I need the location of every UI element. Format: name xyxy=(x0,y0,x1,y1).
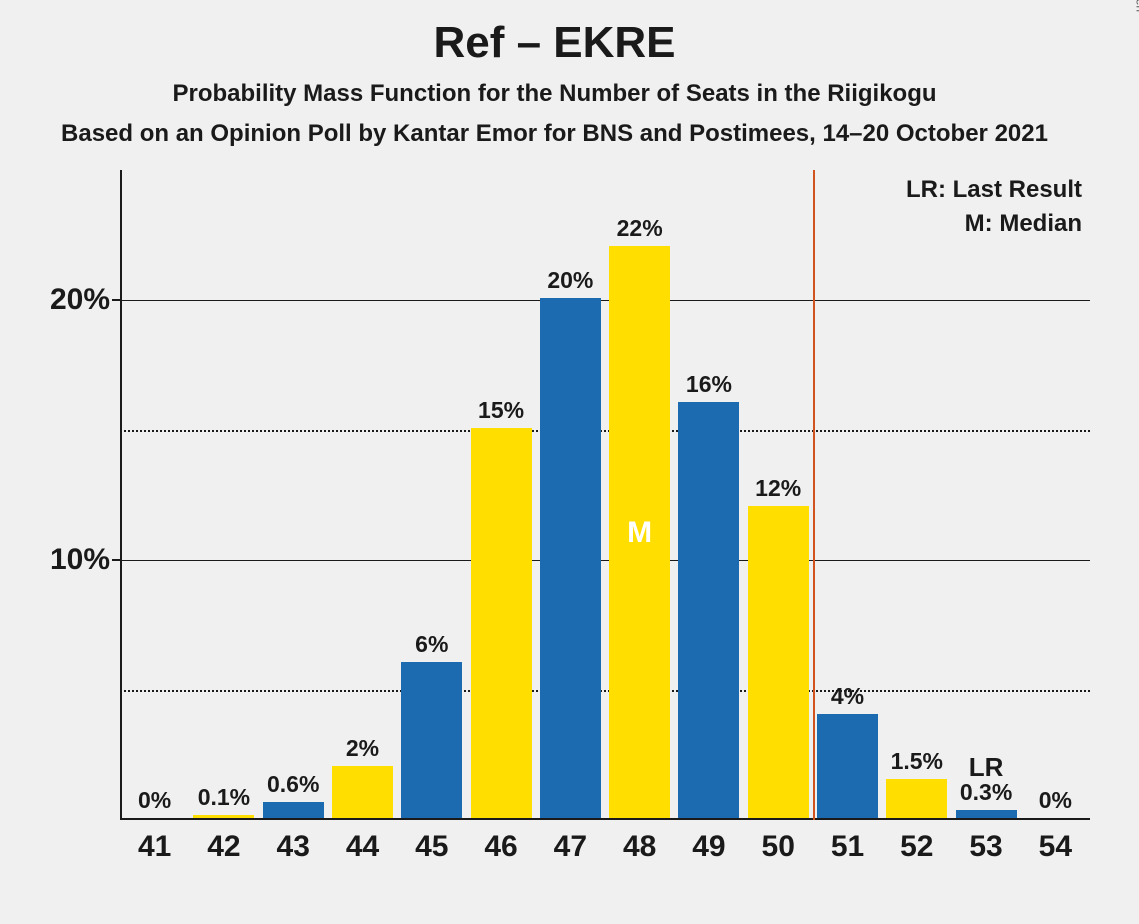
x-tick-label: 52 xyxy=(900,830,933,864)
bar xyxy=(401,662,462,818)
chart-plot-area: 10%20%0%410.1%420.6%432%446%4515%4620%47… xyxy=(120,170,1090,820)
bar-value-label: 15% xyxy=(478,397,524,424)
chart-subtitle: Probability Mass Function for the Number… xyxy=(0,80,1109,108)
y-tick xyxy=(112,559,120,561)
y-tick xyxy=(112,299,120,301)
bar-value-label: 6% xyxy=(415,631,448,658)
x-tick-label: 53 xyxy=(969,830,1002,864)
x-tick-label: 54 xyxy=(1039,830,1072,864)
y-tick-label: 10% xyxy=(10,543,110,577)
bar xyxy=(540,298,601,818)
legend-lr: LR: Last Result xyxy=(906,176,1082,204)
y-tick-label: 20% xyxy=(10,283,110,317)
copyright-text: © 2021 Filip van Laenen xyxy=(1133,0,1139,12)
bar-value-label: 0% xyxy=(1039,787,1072,814)
bar-value-label: 20% xyxy=(547,267,593,294)
bar-value-label: 22% xyxy=(617,215,663,242)
last-result-vline xyxy=(813,170,815,820)
x-tick-label: 50 xyxy=(762,830,795,864)
x-tick-label: 43 xyxy=(277,830,310,864)
x-tick-label: 47 xyxy=(554,830,587,864)
x-tick-label: 46 xyxy=(484,830,517,864)
x-tick-label: 42 xyxy=(207,830,240,864)
gridline-major xyxy=(120,560,1090,561)
x-tick-label: 41 xyxy=(138,830,171,864)
bar-value-label: 4% xyxy=(831,683,864,710)
legend-median: M: Median xyxy=(965,210,1082,238)
bar-value-label: 16% xyxy=(686,371,732,398)
x-tick-label: 48 xyxy=(623,830,656,864)
bar-value-label: 12% xyxy=(755,475,801,502)
gridline-minor xyxy=(120,430,1090,432)
gridline-major xyxy=(120,300,1090,301)
x-axis xyxy=(120,818,1090,820)
gridline-minor xyxy=(120,690,1090,692)
bar xyxy=(817,714,878,818)
bar xyxy=(193,815,254,818)
bar xyxy=(956,810,1017,818)
bar-value-label: 1.5% xyxy=(891,748,943,775)
chart-subtitle-2: Based on an Opinion Poll by Kantar Emor … xyxy=(0,120,1109,148)
bar-value-label: 2% xyxy=(346,735,379,762)
bar xyxy=(332,766,393,818)
bar xyxy=(678,402,739,818)
bar xyxy=(263,802,324,818)
bar xyxy=(748,506,809,818)
last-result-marker: LR xyxy=(969,752,1004,783)
bar-value-label: 0% xyxy=(138,787,171,814)
x-tick-label: 44 xyxy=(346,830,379,864)
x-tick-label: 45 xyxy=(415,830,448,864)
bar xyxy=(471,428,532,818)
x-tick-label: 51 xyxy=(831,830,864,864)
bar-value-label: 0.3% xyxy=(960,779,1012,806)
chart-title: Ref – EKRE xyxy=(0,18,1109,68)
x-tick-label: 49 xyxy=(692,830,725,864)
bar xyxy=(886,779,947,818)
bar-value-label: 0.6% xyxy=(267,771,319,798)
bar-value-label: 0.1% xyxy=(198,784,250,811)
y-axis xyxy=(120,170,122,820)
median-marker: M xyxy=(627,516,652,550)
